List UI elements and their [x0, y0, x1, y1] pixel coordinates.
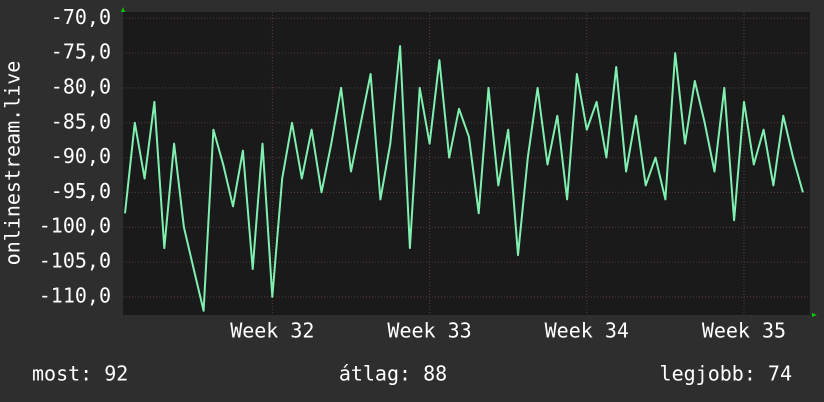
y-tick-label: -95,0 [51, 179, 111, 203]
y-axis-label: onlinestream.live [1, 61, 25, 266]
y-tick-label: -110,0 [39, 283, 111, 307]
y-tick-label: -85,0 [51, 109, 111, 133]
footer-average: átlag: 88 [339, 362, 447, 386]
data-line [124, 45, 804, 312]
plot-area [123, 12, 810, 315]
y-tick-label: -105,0 [39, 249, 111, 273]
axis-arrow [812, 313, 817, 317]
axis-arrow [121, 7, 125, 12]
x-tick-label: Week 33 [387, 319, 471, 343]
x-tick-label: Week 32 [230, 319, 314, 343]
footer-best: legjobb: 74 [660, 362, 792, 386]
y-tick-label: -80,0 [51, 74, 111, 98]
y-tick-label: -100,0 [39, 214, 111, 238]
y-tick-label: -70,0 [51, 5, 111, 29]
x-tick-label: Week 35 [702, 319, 786, 343]
x-tick-label: Week 34 [545, 319, 629, 343]
y-tick-label: -75,0 [51, 40, 111, 64]
footer-current: most: 92 [32, 362, 128, 386]
y-tick-label: -90,0 [51, 144, 111, 168]
